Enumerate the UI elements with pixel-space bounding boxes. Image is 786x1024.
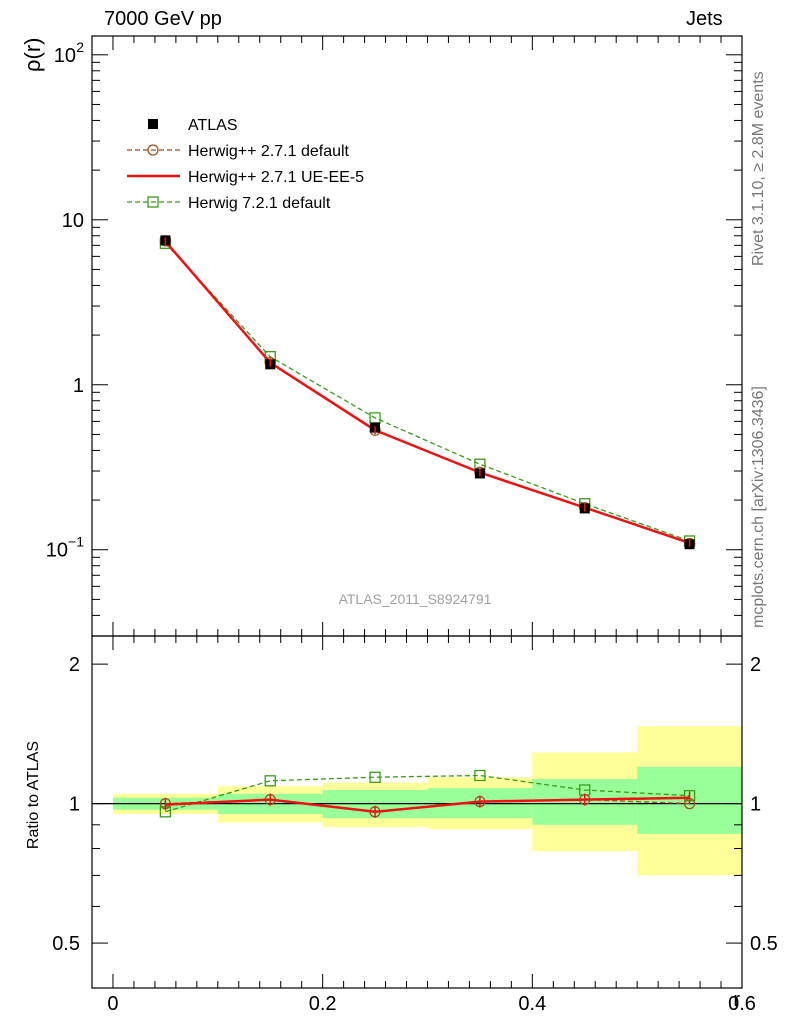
ratio-series-2-point [474, 769, 486, 782]
ratio-y-tick-label: 0.5 [52, 933, 80, 955]
y-tick-label: 10 [62, 210, 84, 232]
ratio-y-tick-label: 1 [69, 794, 80, 816]
ratio-series-2-point [369, 771, 381, 783]
legend-label: Herwig 7.2.1 default [188, 195, 331, 212]
y-tick-label: 1 [73, 375, 84, 397]
legend-marker [148, 119, 158, 129]
ratio-y-tick-label-right: 1 [750, 794, 761, 816]
main-series-3-line [164, 242, 690, 542]
ratio-y-tick-label-right: 2 [750, 654, 761, 676]
legend-label: Herwig++ 2.7.1 UE-EE-5 [188, 169, 364, 186]
ratio-frame [91, 635, 743, 989]
header-right: Jets [686, 8, 723, 30]
x-axis-label: r [733, 989, 740, 1011]
ratio-y-tick-label: 2 [69, 654, 80, 676]
main-series-1-line [164, 240, 690, 545]
x-tick-label: 0.2 [309, 993, 337, 1015]
x-tick-label: 0.6 [728, 993, 756, 1015]
y-tick-exponent: −1 [68, 534, 84, 550]
legend-marker [147, 144, 159, 156]
x-tick-label: 0.4 [518, 993, 546, 1015]
ratio-y-axis-label: Ratio to ATLAS [25, 741, 42, 849]
legend-marker [147, 196, 159, 208]
ratio-series-2-point [264, 775, 276, 787]
header-left: 7000 GeV pp [104, 8, 222, 30]
x-tick-label: 0 [107, 993, 118, 1015]
ratio-series-1-line [165, 796, 690, 814]
legend-label: Herwig++ 2.7.1 default [188, 143, 350, 160]
y-tick-exponent: 2 [76, 39, 84, 55]
y-tick-label: 10 [54, 45, 76, 67]
legend-label: ATLAS [188, 117, 238, 134]
main-series-2-line [164, 240, 690, 545]
y-tick-label: 10 [46, 540, 68, 562]
ratio-series-2-line [165, 774, 690, 813]
ratio-y-tick-label-right: 0.5 [750, 933, 778, 955]
main-y-axis-label: ρ(r) [20, 38, 45, 73]
analysis-watermark: ATLAS_2011_S8924791 [339, 591, 492, 607]
